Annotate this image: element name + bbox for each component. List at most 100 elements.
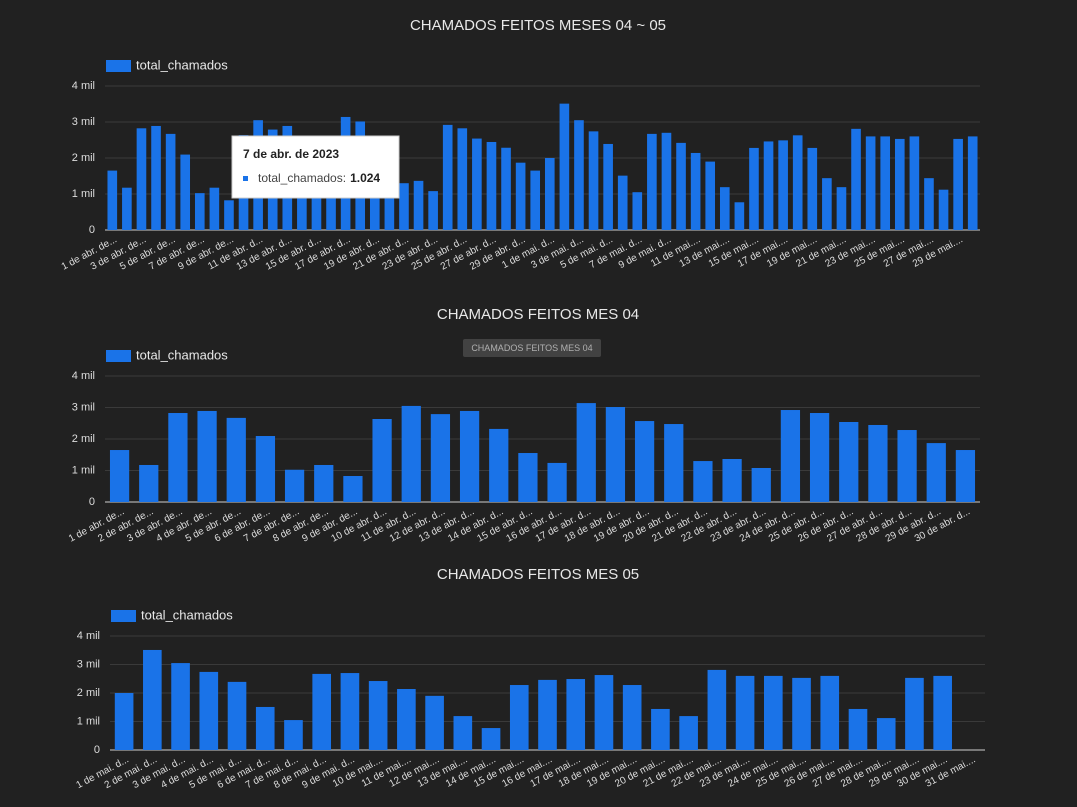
bar [224,200,234,230]
bar [314,464,334,502]
bar [139,464,159,502]
y-tick-label: 1 mil [72,188,95,200]
y-tick-label: 2 mil [72,433,95,445]
bar [661,132,672,230]
bar [676,142,686,230]
bar [749,147,759,230]
bar [664,424,684,502]
bar [425,695,444,750]
bar [763,141,774,230]
bar [165,133,176,230]
bar [734,202,745,230]
bar [880,136,891,230]
bar [430,414,451,502]
bar [368,681,388,750]
bar [372,418,392,502]
bar [312,673,332,750]
bar [547,462,567,502]
y-tick-label: 3 mil [77,658,100,670]
bar [566,679,586,750]
tooltip-series: total_chamados: [258,171,346,185]
bar [122,187,132,230]
bar [538,679,557,750]
bar [397,689,416,750]
bar [284,469,305,502]
bar [679,716,698,750]
bar [109,450,130,502]
bar [792,135,803,230]
y-tick-label: 2 mil [77,687,100,699]
y-tick-label: 0 [89,496,95,508]
bar [719,187,730,230]
bar [284,720,303,750]
bar [227,681,247,750]
bar [778,140,788,230]
y-tick-label: 4 mil [72,80,95,92]
badge-bg [463,339,601,357]
legend-label: total_chamados [141,607,233,622]
bar [848,708,868,750]
bar [453,716,473,750]
chart-title: CHAMADOS FEITOS MESES 04 ~ 05 [410,17,666,34]
bar [481,728,501,750]
bar [909,136,920,230]
bar [459,410,480,502]
tooltip-bg [231,135,400,199]
bar [894,138,905,230]
bar [194,193,205,230]
legend-label: total_chamados [136,57,228,72]
bar [486,141,497,230]
bar [622,685,642,750]
bar [472,138,482,230]
bar [442,124,453,230]
bar [574,120,584,230]
bar [617,175,628,230]
bar [199,671,219,750]
bar [953,138,963,230]
bar [340,673,360,750]
bar [647,133,657,230]
bar [722,459,742,502]
bar [839,421,859,502]
legend-swatch [106,350,131,362]
tooltip-value: 1.024 [350,171,380,185]
bar [143,649,162,750]
bar [924,178,934,230]
bar [897,430,917,502]
bar [413,180,424,230]
bar [651,708,670,750]
bar [751,467,771,502]
bar [705,161,716,230]
bar [326,185,336,230]
bar [255,436,276,502]
y-tick-label: 0 [94,744,100,756]
bar [735,675,755,750]
bar [707,669,727,750]
badge-text: CHAMADOS FEITOS MES 04 [471,343,592,353]
bar [693,461,713,502]
bar [632,192,643,230]
bar [559,103,570,230]
bar [868,424,888,502]
bar [171,663,190,750]
hover-badge: CHAMADOS FEITOS MES 04 [463,339,601,357]
bar [114,693,134,750]
bar [809,413,830,502]
bar [515,162,526,230]
bar [544,158,555,230]
bar [255,706,275,750]
tooltip-row: total_chamados: 1.024 [258,171,380,185]
bar [865,136,876,230]
bar [311,174,322,230]
y-tick-label: 1 mil [72,464,95,476]
bar [457,128,468,230]
tooltip: 7 de abr. de 2023 total_chamados: 1.024 [231,135,400,199]
bar [489,428,509,502]
bar [763,675,783,750]
bar [933,675,952,750]
bar [530,170,541,230]
bar [820,675,840,750]
chart-title: CHAMADOS FEITOS MES 04 [437,306,639,323]
bar [180,154,191,230]
